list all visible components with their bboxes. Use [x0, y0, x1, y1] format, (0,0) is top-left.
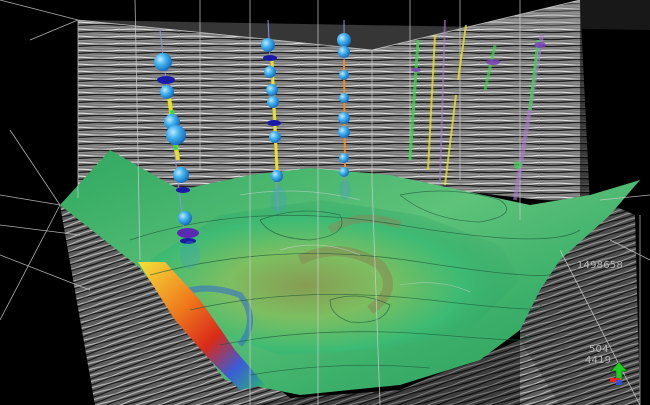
well-2[interactable]	[261, 19, 287, 214]
background-wells[interactable]	[408, 19, 546, 201]
well-3[interactable]	[337, 19, 351, 200]
depth-label-bottom: 4419	[585, 355, 612, 366]
depth-label-top: 504	[589, 344, 609, 355]
well-1[interactable]	[154, 29, 200, 269]
horizon-surface	[60, 150, 640, 395]
wells[interactable]	[154, 19, 546, 269]
y-coordinate-label: 1498658	[577, 260, 623, 271]
compass-arrow-icon[interactable]	[606, 360, 632, 386]
